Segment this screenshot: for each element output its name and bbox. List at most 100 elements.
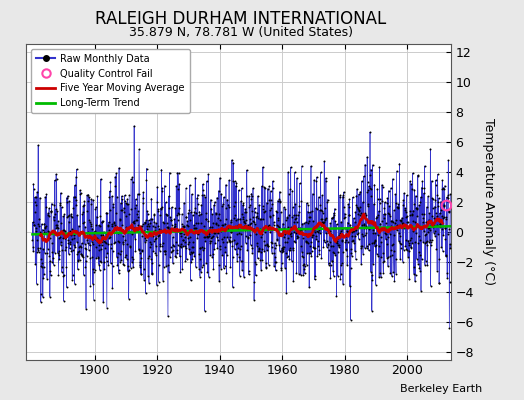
Point [339,237,347,244]
Point [158,204,166,210]
Point [302,232,310,238]
Point [224,204,233,210]
Point [243,247,252,253]
Point [383,254,391,261]
Point [302,262,311,268]
Point [392,204,401,210]
Point [225,234,234,240]
Point [158,243,167,250]
Point [278,246,287,252]
Point [283,223,292,230]
Point [418,223,427,230]
Point [34,245,42,252]
Point [183,218,192,224]
Point [36,194,44,201]
Point [122,212,130,219]
Point [259,216,268,222]
Point [97,218,106,225]
Point [97,246,105,252]
Point [312,178,321,184]
Point [370,243,379,250]
Point [187,249,195,255]
Point [234,245,243,252]
Point [169,247,177,253]
Point [257,234,266,241]
Point [250,297,258,303]
Point [394,223,402,229]
Point [412,230,420,236]
Point [298,163,306,169]
Point [287,230,296,236]
Point [173,216,182,223]
Point [213,228,221,235]
Point [445,207,453,214]
Point [52,176,61,182]
Point [336,192,344,198]
Point [92,244,100,250]
Point [257,266,265,273]
Point [172,246,181,253]
Point [184,210,193,216]
Point [420,190,428,196]
Point [32,194,40,200]
Point [280,204,288,211]
Point [245,193,253,199]
Point [401,206,409,213]
Point [134,246,143,252]
Point [365,226,374,232]
Point [258,256,266,263]
Point [162,210,170,217]
Point [291,239,300,245]
Point [259,208,268,215]
Point [299,272,308,278]
Point [91,206,100,212]
Point [131,226,139,233]
Point [398,214,406,221]
Point [156,241,164,248]
Point [228,284,237,290]
Point [208,224,216,231]
Point [136,262,144,269]
Point [371,238,379,245]
Point [159,220,168,226]
Point [314,194,323,200]
Point [66,239,74,246]
Point [194,230,202,237]
Point [220,227,228,234]
Point [53,222,61,228]
Point [202,260,211,266]
Point [165,170,173,176]
Point [322,215,331,221]
Point [350,228,358,235]
Point [256,216,265,222]
Point [428,237,436,244]
Point [344,201,352,207]
Point [221,220,229,227]
Point [390,278,399,284]
Point [349,237,357,243]
Point [223,196,232,203]
Point [38,264,46,270]
Point [99,232,107,238]
Point [407,244,416,251]
Point [89,266,97,272]
Point [183,222,191,228]
Point [122,224,130,230]
Point [369,226,377,233]
Point [230,215,238,221]
Point [431,197,440,203]
Point [77,250,85,257]
Point [143,226,151,232]
Point [85,194,93,200]
Point [340,215,348,221]
Point [148,260,156,266]
Point [234,226,242,232]
Point [357,245,366,251]
Point [413,173,422,180]
Point [392,270,400,277]
Point [204,229,213,236]
Point [420,185,429,192]
Point [143,208,151,214]
Point [186,217,194,224]
Point [202,178,211,184]
